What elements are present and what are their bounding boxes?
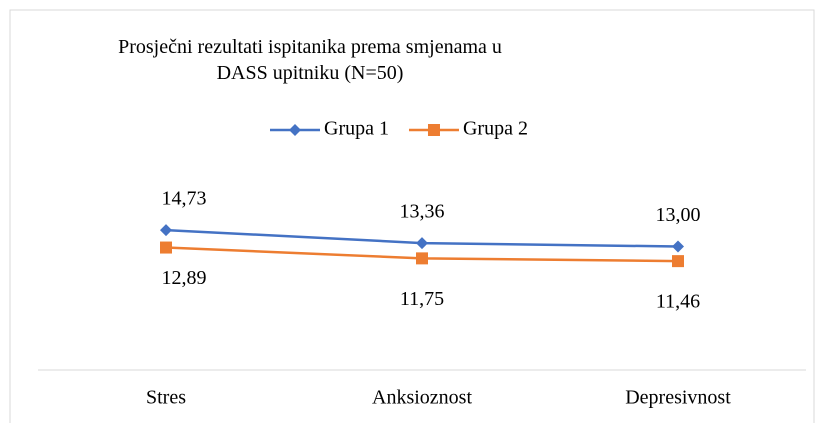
marker	[160, 224, 172, 237]
data-label: 14,73	[162, 188, 207, 210]
data-label: 11,75	[400, 288, 444, 310]
marker	[672, 240, 684, 253]
legend-marker	[289, 124, 301, 136]
data-label: 13,36	[400, 201, 445, 223]
marker	[672, 255, 684, 268]
marker	[416, 237, 428, 250]
chart-title: Prosječni rezultati ispitanika prema smj…	[118, 36, 502, 84]
marker	[160, 241, 172, 254]
marker	[416, 252, 428, 265]
data-label: 12,89	[162, 267, 207, 289]
legend-marker	[427, 124, 440, 136]
data-label: 11,46	[656, 291, 700, 313]
legend-label: Grupa 1	[324, 118, 389, 140]
x-tick-label: Depresivnost	[625, 387, 731, 409]
data-label: 13,00	[656, 204, 701, 226]
legend-label: Grupa 2	[463, 118, 528, 140]
x-tick-label: Anksioznost	[372, 387, 472, 409]
x-tick-label: Stres	[146, 387, 186, 409]
chart-border	[9, 9, 815, 423]
